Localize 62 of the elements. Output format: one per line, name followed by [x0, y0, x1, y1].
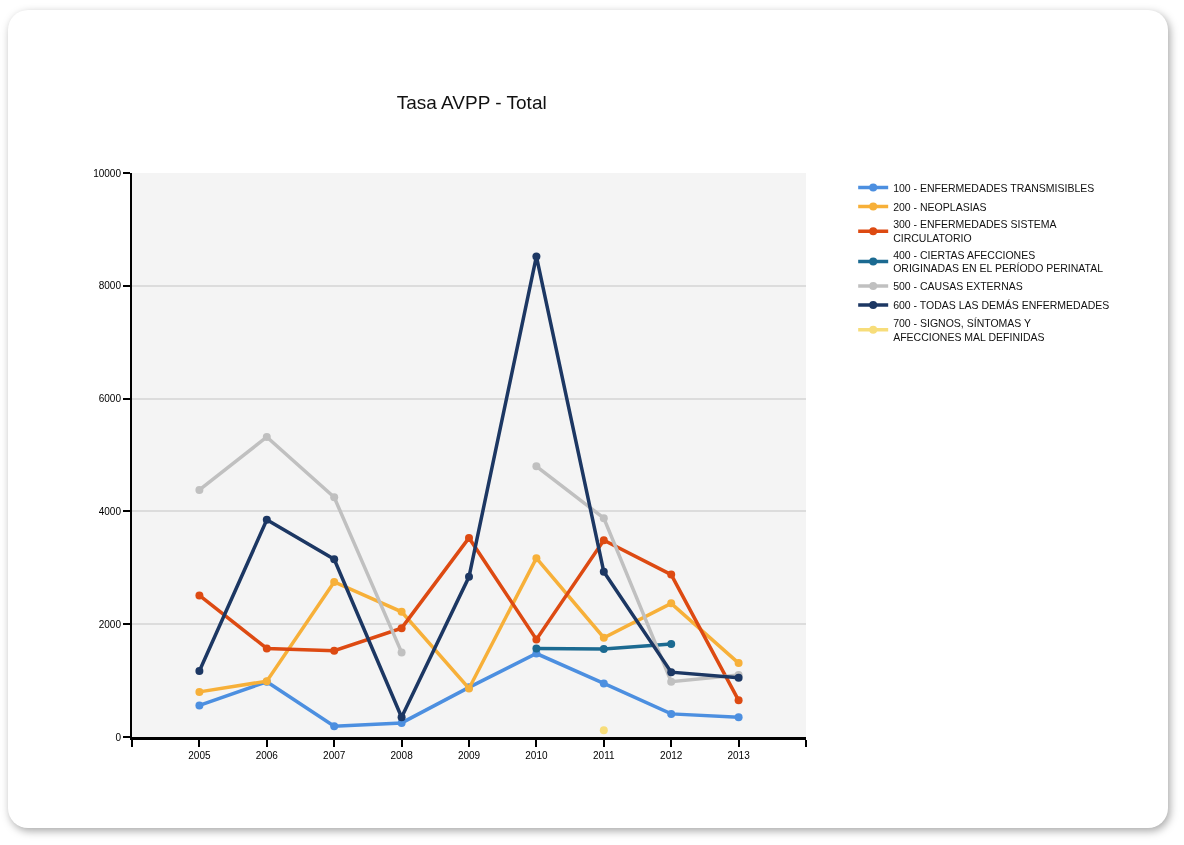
- point: [262, 515, 271, 524]
- point: [599, 633, 608, 642]
- point: [195, 701, 204, 710]
- x-tick-label: 2011: [593, 749, 615, 761]
- legend-label: 500 - CAUSAS EXTERNAS: [893, 280, 1023, 293]
- legend-label: 700 - SIGNOS, SÍNTOMAS Y AFECCIONES MAL DEFINIDAS: [893, 317, 1045, 343]
- y-tick-label: 0: [115, 731, 122, 743]
- legend-label: 300 - ENFERMEDADES SISTEMA CIRCULATORIO: [893, 218, 1057, 245]
- point: [262, 644, 271, 653]
- point: [397, 607, 406, 616]
- point: [667, 668, 676, 677]
- y-tick-label: 2000: [98, 618, 122, 630]
- point: [195, 667, 204, 676]
- point: [667, 570, 676, 579]
- x-tick-label: 2010: [525, 749, 548, 761]
- point: [532, 252, 541, 261]
- point: [667, 639, 676, 648]
- point: [599, 679, 608, 688]
- point: [465, 572, 473, 581]
- x-tick-label: 2013: [727, 749, 751, 761]
- point: [667, 709, 676, 718]
- legend-label: 100 - ENFERMEDADES TRANSMISIBLES: [893, 181, 1095, 194]
- point: [465, 533, 473, 542]
- point: [599, 567, 608, 576]
- point: [195, 687, 204, 696]
- x-tick-label: 2012: [660, 749, 683, 761]
- point: [330, 577, 339, 586]
- point: [262, 432, 271, 441]
- point: [397, 713, 406, 722]
- x-tick-label: 2009: [457, 749, 481, 761]
- x-tick-label: 2006: [255, 749, 279, 761]
- point: [734, 659, 743, 668]
- legend-label: 600 - TODAS LAS DEMÁS ENFERMEDADES: [893, 299, 1110, 312]
- x-tick-label: 2008: [390, 749, 414, 761]
- x-tick-label: 2007: [323, 749, 346, 761]
- point: [667, 677, 676, 686]
- point: [532, 554, 541, 563]
- point: [667, 599, 676, 608]
- y-tick-label: 10000: [93, 167, 122, 179]
- point: [397, 648, 406, 657]
- point: [195, 485, 204, 494]
- chart-title: Tasa AVPP - Total: [396, 91, 547, 113]
- point: [532, 462, 541, 471]
- point: [195, 591, 204, 600]
- point: [330, 646, 339, 655]
- point: [532, 635, 541, 644]
- point: [599, 645, 608, 654]
- point: [397, 624, 406, 633]
- legend-label: 200 - NEOPLASIAS: [893, 200, 987, 213]
- point: [532, 644, 541, 653]
- point: [599, 514, 608, 523]
- y-tick-label: 6000: [98, 393, 122, 405]
- x-tick-label: 2005: [188, 749, 211, 761]
- legend-label: 400 - CIERTAS AFECCIONES ORIGINADAS EN EL PERÍODO PERINATAL: [893, 248, 1104, 275]
- y-tick-label: 4000: [98, 505, 122, 517]
- point: [734, 696, 743, 705]
- point: [330, 722, 339, 731]
- point: [599, 536, 608, 545]
- y-tick-label: 8000: [98, 280, 122, 292]
- point: [330, 493, 339, 502]
- point: [734, 713, 743, 722]
- point: [330, 555, 339, 564]
